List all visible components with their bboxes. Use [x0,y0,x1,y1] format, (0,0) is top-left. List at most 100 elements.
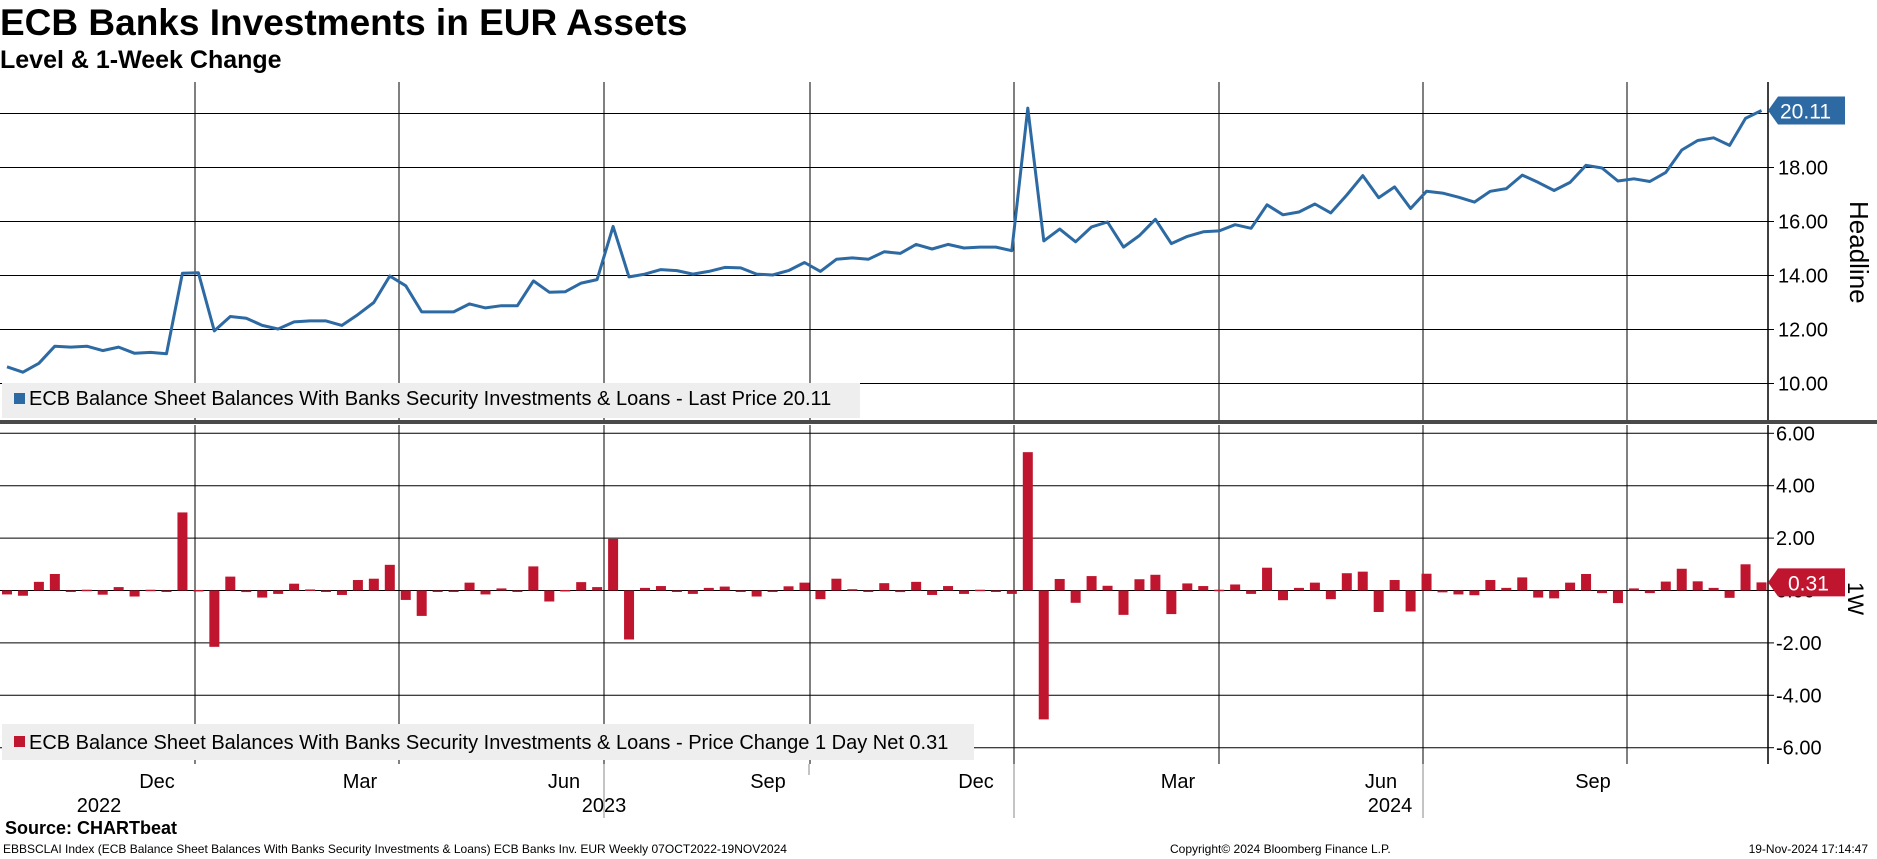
change-bar [1341,573,1352,591]
timestamp: 19-Nov-2024 17:14:47 [1748,842,1868,856]
change-bar [1357,571,1368,591]
month-label: Dec [139,771,175,793]
change-bar [592,587,603,591]
change-bar [1692,581,1703,591]
change-bar [1724,590,1735,598]
top-last-value-tag [1768,96,1845,125]
change-bar [1708,587,1719,591]
change-bar [480,590,491,595]
top-legend-box [2,383,860,418]
chart-subtitle: Level & 1-Week Change [0,46,282,74]
top-last-value-label: 20.11 [1780,101,1831,124]
change-bar [113,587,124,591]
index-description: EBBSCLAI Index (ECB Balance Sheet Balanc… [3,842,787,856]
change-bar [783,586,794,591]
change-bar [241,590,252,593]
change-bar [719,586,730,591]
change-bar [1038,590,1049,720]
change-bar [17,590,28,596]
change-bar [1549,590,1560,599]
change-bar [1054,578,1065,591]
change-bar [384,564,395,591]
top-tick-label: 12.00 [1778,320,1828,342]
change-bar [927,590,938,595]
month-label: Mar [1161,771,1196,793]
change-bar [1006,590,1017,594]
change-bar [560,589,571,592]
change-bar [1405,590,1416,612]
change-bar [640,587,650,591]
change-bar [400,590,411,600]
change-bar [1756,582,1767,591]
change-bar [1070,590,1081,603]
change-bar [448,590,459,592]
change-bar [735,590,746,592]
bottom-tick-label: 6.00 [1776,423,1815,445]
change-bar [49,573,60,591]
month-label: Mar [343,771,378,793]
change-bar [209,590,220,647]
change-bar [1230,584,1241,591]
change-bar [655,586,666,591]
change-bar [1501,587,1512,591]
top-legend-swatch [14,393,25,404]
change-bar [1612,590,1623,604]
change-bar [1150,574,1161,591]
change-bar [544,590,555,602]
change-bar [703,587,714,591]
change-bar [81,589,92,592]
change-bar [145,589,156,592]
change-bar [1086,576,1097,591]
change-bar [687,590,698,594]
change-bar [1581,573,1592,591]
change-bar [432,590,443,592]
headline-series-line [6,106,1763,374]
change-bar [847,589,858,591]
month-label: Sep [750,771,786,793]
change-bar [1118,590,1129,615]
change-bar [959,590,969,594]
change-bar [1644,590,1655,594]
change-bar [1373,590,1384,612]
change-bar [129,590,140,597]
month-label: Sep [1575,771,1611,793]
copyright-note: Copyright© 2024 Bloomberg Finance L.P. [1170,842,1391,856]
bottom-axis-label: 1W [1843,582,1868,615]
change-bar [1565,582,1576,591]
change-bar [352,580,363,591]
change-bar [671,590,682,592]
change-bar [767,590,778,592]
change-bar [815,590,826,600]
year-label: 2022 [77,795,122,817]
change-bar [193,589,204,592]
change-bar [751,590,762,597]
change-bar [1102,585,1113,591]
change-bar [1325,590,1336,600]
month-label: Jun [1365,771,1397,793]
change-bar [1022,452,1033,591]
year-label: 2023 [582,795,627,817]
change-bar [799,582,810,591]
month-label: Jun [548,771,580,793]
year-label: 2024 [1368,795,1413,817]
change-bar [1182,583,1193,591]
top-tick-label: 18.00 [1778,158,1828,180]
change-bar [1453,590,1464,595]
change-bar [974,589,985,592]
change-bar [1198,586,1209,591]
bottom-tick-label: -2.00 [1776,633,1822,655]
change-bar [879,583,890,591]
change-bar [1597,590,1607,594]
change-bar [1389,580,1400,591]
top-legend-text: ECB Balance Sheet Balances With Banks Se… [29,388,831,410]
change-bar [576,582,587,591]
change-bar [911,581,922,591]
bottom-tick-label: 4.00 [1776,476,1815,498]
change-bar [1740,564,1751,591]
bottom-legend-box [2,724,974,760]
change-bar [161,590,172,592]
bottom-legend-text: ECB Balance Sheet Balances With Banks Se… [29,732,948,754]
top-axis-label: Headline [1844,201,1874,304]
change-bar [990,590,1001,592]
bottom-tick-label: 2.00 [1776,528,1815,550]
